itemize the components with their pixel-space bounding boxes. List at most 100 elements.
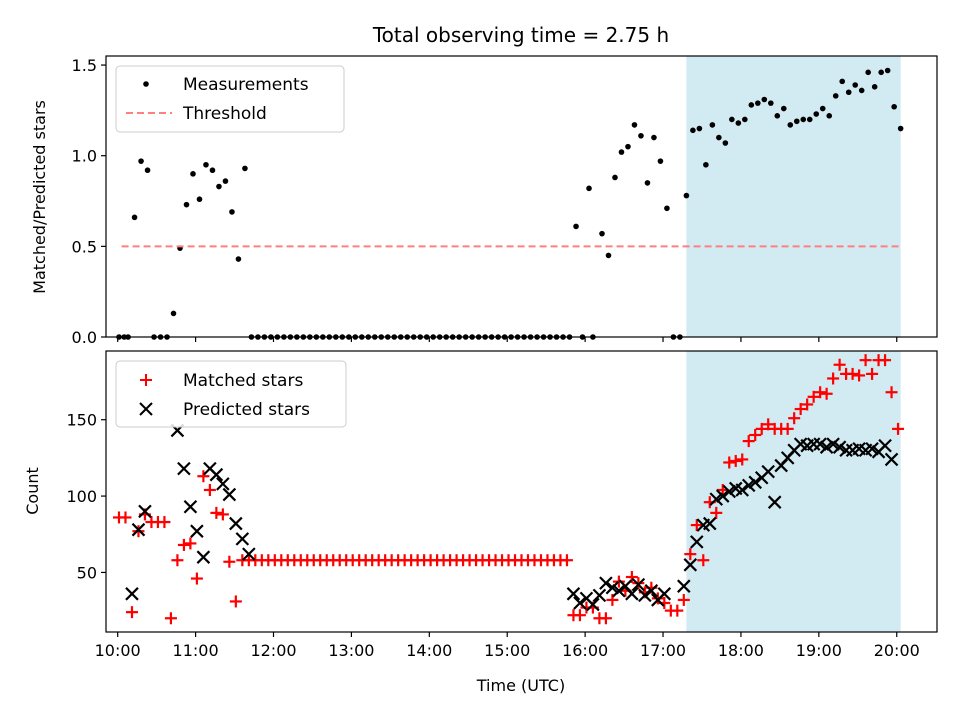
- measurement-point: [644, 180, 651, 186]
- matched-stars-point: [223, 555, 236, 568]
- x-tick-label: 15:00: [484, 641, 530, 660]
- measurement-point: [703, 161, 709, 168]
- bottom-axes-frame: [105, 350, 938, 633]
- measurement-point: [651, 134, 657, 141]
- matched-stars-point: [879, 354, 892, 367]
- measurement-point: [865, 69, 871, 76]
- matched-stars-point: [599, 612, 612, 625]
- legend-measurements-label: Measurements: [183, 75, 309, 95]
- measurement-point: [845, 89, 852, 96]
- measurement-point: [826, 113, 833, 119]
- measurement-point: [729, 116, 735, 123]
- measurement-point: [852, 82, 858, 88]
- measurement-point: [806, 116, 813, 123]
- y-tick-label: 150: [66, 411, 97, 430]
- x-tick-label: 14:00: [406, 641, 452, 660]
- matched-stars-point: [710, 506, 723, 519]
- predicted-stars-point: [683, 558, 698, 572]
- measurement-point: [242, 165, 248, 172]
- predicted-stars-point: [125, 587, 139, 601]
- matched-stars-point: [749, 428, 762, 441]
- measurement-point: [884, 67, 891, 74]
- measurement-point: [631, 122, 638, 128]
- measurement-point: [716, 134, 722, 141]
- matched-stars-point: [866, 367, 879, 380]
- measurement-point: [638, 132, 644, 139]
- x-tick-label: 13:00: [328, 641, 374, 660]
- predicted-stars-point: [131, 522, 146, 537]
- measurement-point: [897, 125, 904, 132]
- measurement-point: [755, 100, 761, 106]
- matched-stars-point: [573, 609, 586, 622]
- matched-stars-point: [177, 538, 190, 551]
- legend-threshold-label: Threshold: [182, 104, 267, 124]
- predicted-stars-point: [586, 597, 600, 612]
- measurement-point: [780, 105, 787, 112]
- measurement-point: [709, 122, 716, 128]
- matched-stars-point: [807, 390, 820, 403]
- measurement-point: [573, 223, 579, 230]
- matched-stars-point: [690, 519, 703, 532]
- measurement-point: [839, 78, 846, 85]
- measurement-point: [144, 167, 151, 174]
- matched-stars-point: [671, 604, 684, 617]
- measurement-point: [618, 149, 625, 155]
- measurement-point: [612, 174, 618, 181]
- predicted-stars-point: [138, 504, 152, 519]
- bottom-data-layer: [112, 354, 905, 625]
- measurement-point: [683, 192, 690, 199]
- matched-stars-point: [827, 372, 840, 385]
- predicted-stars-point: [209, 467, 224, 482]
- measurement-point: [625, 143, 631, 150]
- legend-predicted-label: Predicted stars: [183, 400, 310, 420]
- measurement-point: [190, 171, 196, 177]
- x-tick-label: 11:00: [173, 641, 219, 660]
- measurement-point: [183, 201, 190, 208]
- x-tick-label: 17:00: [640, 641, 686, 660]
- matched-stars-point: [723, 456, 736, 469]
- measurement-point: [742, 116, 748, 123]
- predicted-stars-point: [183, 499, 198, 514]
- predicted-stars-point: [878, 438, 892, 453]
- matched-stars-point: [755, 422, 768, 435]
- predicted-stars-point: [657, 587, 672, 601]
- top-legend: Measurements Threshold: [115, 65, 345, 133]
- predicted-stars-point: [631, 577, 646, 592]
- predicted-stars-point: [884, 452, 899, 467]
- measurement-point: [664, 205, 670, 212]
- measurement-point: [196, 196, 203, 203]
- predicted-stars-point: [566, 587, 581, 601]
- measurement-point: [203, 161, 209, 168]
- predicted-stars-point: [235, 532, 250, 546]
- predicted-stars-point: [177, 461, 191, 476]
- predicted-stars-point: [761, 464, 775, 479]
- measurement-point: [222, 178, 229, 184]
- bottom-y-ticks: 50 100 150: [66, 411, 106, 582]
- matched-stars-point: [814, 386, 827, 399]
- measurement-point: [138, 158, 144, 164]
- measurement-point: [871, 84, 878, 90]
- measurement-point: [216, 183, 222, 190]
- measurement-point: [605, 252, 612, 259]
- measurement-point: [800, 116, 807, 123]
- predicted-stars-point: [735, 483, 750, 497]
- matched-stars-point: [612, 575, 625, 588]
- matched-stars-point: [781, 422, 794, 435]
- matched-stars-point: [203, 483, 216, 496]
- predicted-stars-point: [677, 579, 691, 593]
- matched-stars-point: [820, 387, 833, 400]
- x-tick-label: 18:00: [718, 641, 764, 660]
- bottom-legend-box: [115, 360, 347, 428]
- measurement-point: [819, 105, 826, 112]
- x-tick-label: 12:00: [250, 641, 296, 660]
- top-y-axis-label: Matched/Predicted stars: [30, 100, 49, 294]
- x-tick-label: 20:00: [874, 641, 920, 660]
- predicted-stars-point: [690, 535, 704, 549]
- top-axes-frame: [105, 55, 938, 338]
- predicted-stars-point: [638, 588, 652, 603]
- matched-stars-point: [859, 354, 872, 367]
- x-tick-label: 19:00: [796, 641, 842, 660]
- measurement-point: [170, 310, 177, 317]
- legend-predicted-marker: [139, 402, 153, 416]
